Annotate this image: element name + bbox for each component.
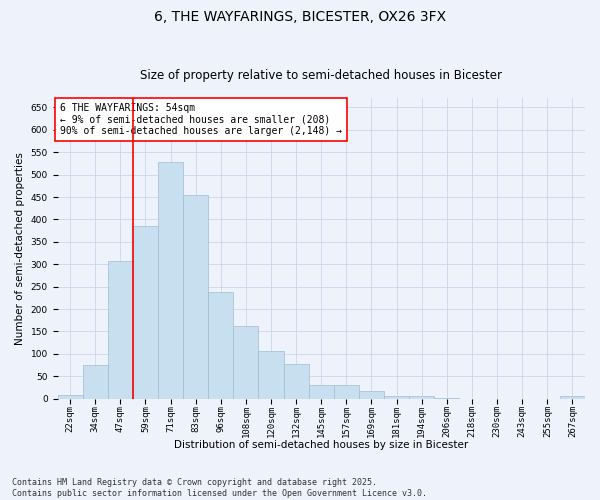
Bar	[158, 162, 183, 398]
Bar	[83, 365, 108, 398]
Bar	[108, 260, 133, 398]
Y-axis label: Number of semi-detached properties: Number of semi-detached properties	[15, 152, 25, 345]
Bar	[409, 396, 434, 398]
Text: 6 THE WAYFARINGS: 54sqm
← 9% of semi-detached houses are smaller (208)
90% of se: 6 THE WAYFARINGS: 54sqm ← 9% of semi-det…	[60, 103, 342, 136]
Bar	[133, 226, 158, 398]
Title: Size of property relative to semi-detached houses in Bicester: Size of property relative to semi-detach…	[140, 69, 502, 82]
Bar	[359, 390, 384, 398]
Text: Contains HM Land Registry data © Crown copyright and database right 2025.
Contai: Contains HM Land Registry data © Crown c…	[12, 478, 427, 498]
Bar	[560, 396, 585, 398]
Text: 6, THE WAYFARINGS, BICESTER, OX26 3FX: 6, THE WAYFARINGS, BICESTER, OX26 3FX	[154, 10, 446, 24]
Bar	[384, 396, 409, 398]
Bar	[183, 195, 208, 398]
Bar	[259, 351, 284, 399]
Bar	[309, 386, 334, 398]
Bar	[233, 326, 259, 398]
Bar	[334, 386, 359, 398]
Bar	[284, 364, 309, 398]
X-axis label: Distribution of semi-detached houses by size in Bicester: Distribution of semi-detached houses by …	[174, 440, 469, 450]
Bar	[208, 292, 233, 399]
Bar	[58, 395, 83, 398]
